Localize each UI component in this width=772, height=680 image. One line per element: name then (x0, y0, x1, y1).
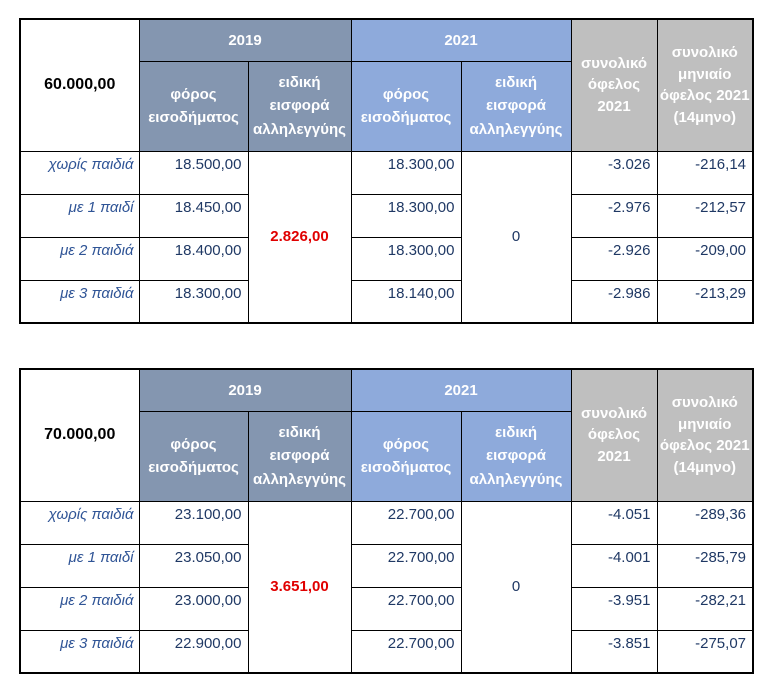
row-label: με 3 παιδιά (19, 629, 140, 674)
monthly-benefit-value: -289,36 (656, 500, 754, 545)
tax-table-60000: 60.000,00 2019 2021 συνολικό όφελος 2021… (19, 18, 754, 324)
total-benefit-header: συνολικό όφελος 2021 (570, 368, 658, 502)
tax-2019-value: 18.300,00 (138, 279, 249, 324)
row-label: με 1 παιδί (19, 193, 140, 238)
solidarity-2019-header: ειδική εισφορά αλληλεγγύης (247, 60, 352, 152)
row-label: χωρίς παιδιά (19, 500, 140, 545)
tax-2021-value: 22.700,00 (350, 586, 462, 631)
tax-2021-value: 22.700,00 (350, 500, 462, 545)
year-2021-header: 2021 (350, 18, 572, 62)
row-label: με 2 παιδιά (19, 236, 140, 281)
monthly-benefit-value: -282,21 (656, 586, 754, 631)
tax-2019-value: 18.500,00 (138, 150, 249, 195)
tax-2021-value: 22.700,00 (350, 629, 462, 674)
tax-2019-value: 23.050,00 (138, 543, 249, 588)
table-row: με 2 παιδιά 18.400,00 18.300,00 -2.926 -… (19, 236, 754, 281)
monthly-benefit-value: -213,29 (656, 279, 754, 324)
tax-2021-value: 22.700,00 (350, 543, 462, 588)
year-2021-header: 2021 (350, 368, 572, 412)
table-row: χωρίς παιδιά 18.500,00 2.826,00 18.300,0… (19, 150, 754, 324)
table-row: με 3 παιδιά 22.900,00 22.700,00 -3.851 -… (19, 629, 754, 674)
monthly-benefit-value: -285,79 (656, 543, 754, 588)
monthly-benefit-header: συνολικό μηνιαίο όφελος 2021 (14μηνο) (656, 368, 754, 502)
total-benefit-value: -4.051 (570, 500, 658, 545)
monthly-benefit-value: -275,07 (656, 629, 754, 674)
solidarity-2021-value: 0 (460, 150, 572, 324)
monthly-benefit-value: -212,57 (656, 193, 754, 238)
income-tax-2021-header: φόρος εισοδήματος (350, 410, 462, 502)
row-label: με 3 παιδιά (19, 279, 140, 324)
table-row: χωρίς παιδιά 23.100,00 3.651,00 22.700,0… (19, 500, 754, 674)
total-benefit-value: -3.026 (570, 150, 658, 195)
solidarity-2019-value: 2.826,00 (247, 150, 352, 324)
table-row: με 2 παιδιά 23.000,00 22.700,00 -3.951 -… (19, 586, 754, 631)
tax-2021-value: 18.300,00 (350, 193, 462, 238)
tax-2019-value: 22.900,00 (138, 629, 249, 674)
row-label: με 1 παιδί (19, 543, 140, 588)
income-tax-2019-header: φόρος εισοδήματος (138, 410, 249, 502)
tax-2021-value: 18.300,00 (350, 236, 462, 281)
total-benefit-value: -2.986 (570, 279, 658, 324)
total-benefit-value: -2.976 (570, 193, 658, 238)
tax-2019-value: 18.450,00 (138, 193, 249, 238)
tax-2021-value: 18.140,00 (350, 279, 462, 324)
tax-2021-value: 18.300,00 (350, 150, 462, 195)
tax-table-70000: 70.000,00 2019 2021 συνολικό όφελος 2021… (19, 368, 754, 674)
table-row: με 1 παιδί 23.050,00 22.700,00 -4.001 -2… (19, 543, 754, 588)
total-benefit-value: -3.851 (570, 629, 658, 674)
income-amount: 60.000,00 (19, 18, 140, 152)
tax-2019-value: 23.000,00 (138, 586, 249, 631)
solidarity-2019-header: ειδική εισφορά αλληλεγγύης (247, 410, 352, 502)
tax-2019-value: 23.100,00 (138, 500, 249, 545)
table-row: με 3 παιδιά 18.300,00 18.140,00 -2.986 -… (19, 279, 754, 324)
row-label: με 2 παιδιά (19, 586, 140, 631)
table-row: με 1 παιδί 18.450,00 18.300,00 -2.976 -2… (19, 193, 754, 238)
total-benefit-value: -2.926 (570, 236, 658, 281)
income-tax-2019-header: φόρος εισοδήματος (138, 60, 249, 152)
tax-2019-value: 18.400,00 (138, 236, 249, 281)
total-benefit-value: -4.001 (570, 543, 658, 588)
row-label: χωρίς παιδιά (19, 150, 140, 195)
income-amount: 70.000,00 (19, 368, 140, 502)
monthly-benefit-value: -209,00 (656, 236, 754, 281)
income-tax-2021-header: φόρος εισοδήματος (350, 60, 462, 152)
solidarity-2021-header: ειδική εισφορά αλληλεγγύης (460, 60, 572, 152)
solidarity-2021-value: 0 (460, 500, 572, 674)
solidarity-2019-value: 3.651,00 (247, 500, 352, 674)
total-benefit-header: συνολικό όφελος 2021 (570, 18, 658, 152)
monthly-benefit-header: συνολικό μηνιαίο όφελος 2021 (14μηνο) (656, 18, 754, 152)
monthly-benefit-value: -216,14 (656, 150, 754, 195)
year-2019-header: 2019 (138, 368, 352, 412)
total-benefit-value: -3.951 (570, 586, 658, 631)
solidarity-2021-header: ειδική εισφορά αλληλεγγύης (460, 410, 572, 502)
year-2019-header: 2019 (138, 18, 352, 62)
